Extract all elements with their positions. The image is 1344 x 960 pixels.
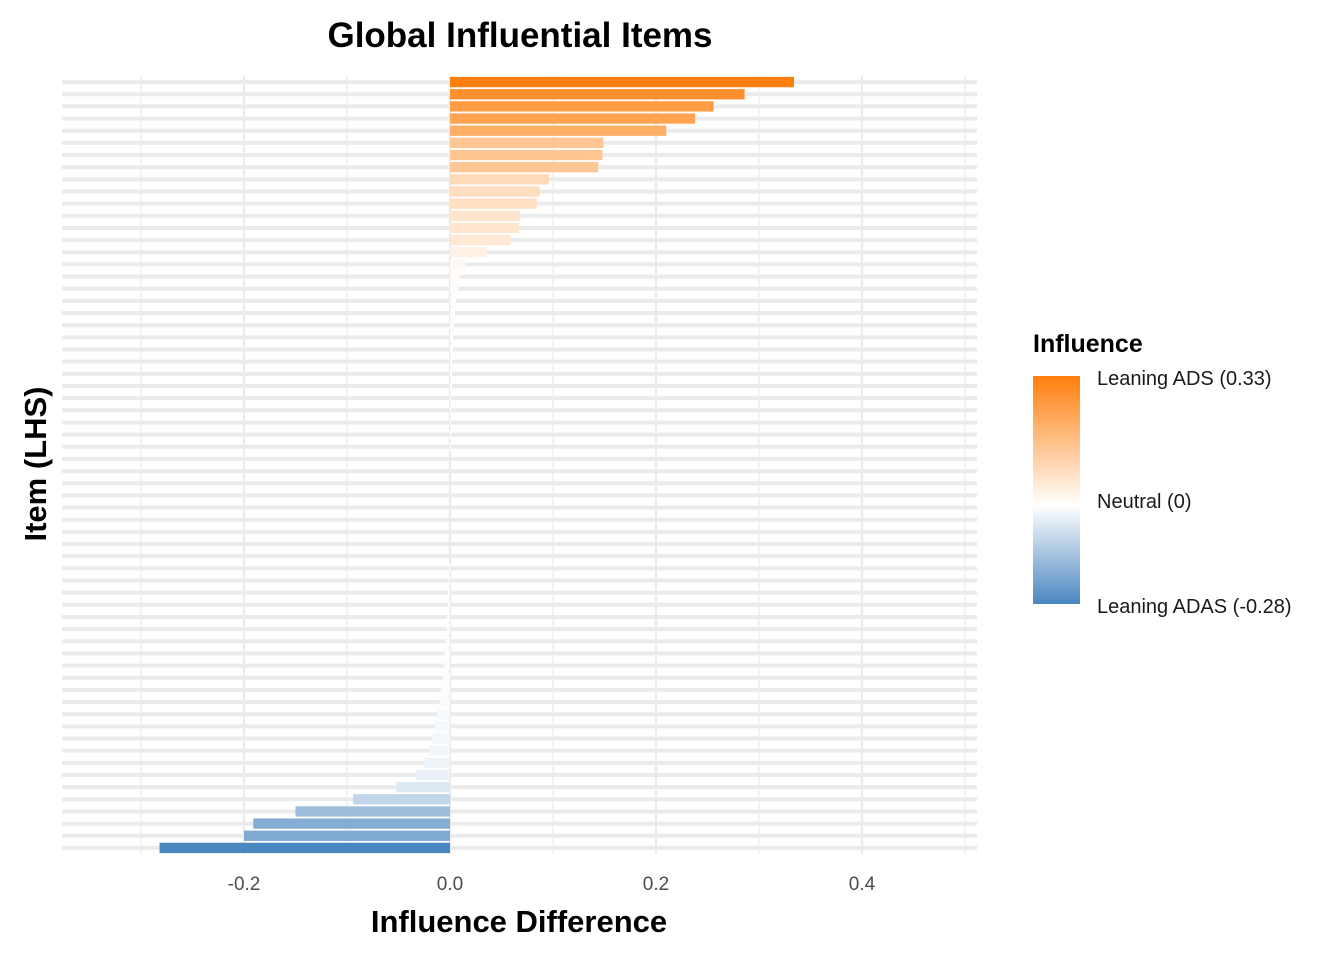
- bar: [439, 696, 450, 708]
- bar: [353, 794, 450, 805]
- legend-colorbar: [1033, 376, 1080, 604]
- bar: [450, 101, 714, 112]
- bar: [244, 830, 450, 841]
- bar: [450, 234, 511, 246]
- x-tick-label: 0.0: [437, 874, 463, 895]
- bar: [441, 684, 450, 696]
- chart-title: Global Influential Items: [327, 16, 712, 55]
- bar: [450, 198, 537, 209]
- bar: [447, 599, 450, 610]
- bar: [437, 709, 450, 720]
- bar: [450, 210, 521, 221]
- bar: [416, 769, 450, 781]
- bar: [450, 125, 667, 136]
- bar: [424, 757, 450, 768]
- bar: [450, 89, 745, 100]
- bar: [450, 76, 795, 88]
- bar: [450, 295, 457, 307]
- bar: [446, 623, 450, 635]
- bar: [450, 441, 452, 452]
- x-axis-ticks: -0.2 0.0 0.2 0.4: [228, 874, 876, 895]
- bar: [450, 307, 456, 319]
- bar: [295, 806, 450, 817]
- bars: [159, 76, 795, 854]
- bar: [442, 672, 450, 683]
- bar: [450, 247, 488, 258]
- bar: [429, 745, 450, 756]
- x-tick-label: 0.2: [643, 874, 669, 895]
- bar: [450, 271, 461, 282]
- bar: [450, 405, 452, 416]
- bar: [448, 575, 450, 586]
- bar: [450, 332, 454, 343]
- x-axis-title: Influence Difference: [371, 904, 667, 939]
- bar: [450, 356, 453, 367]
- bar: [443, 660, 450, 671]
- bar: [446, 611, 450, 623]
- bar: [447, 587, 450, 598]
- x-tick-label: -0.2: [228, 874, 261, 895]
- bar: [396, 781, 450, 793]
- bar: [450, 174, 549, 185]
- legend-label-neutral: Neutral (0): [1097, 491, 1191, 513]
- legend-label-low: Leaning ADAS (-0.28): [1097, 596, 1292, 618]
- bar: [450, 380, 453, 392]
- bar: [450, 320, 455, 331]
- legend: Influence Leaning ADS (0.33) Neutral (0)…: [1033, 330, 1292, 618]
- bar: [253, 818, 450, 829]
- x-tick-label: 0.4: [849, 874, 876, 895]
- bar: [450, 137, 604, 149]
- bar: [434, 721, 450, 732]
- bar: [450, 283, 459, 294]
- bar: [450, 222, 520, 234]
- bar: [450, 186, 540, 197]
- legend-title: Influence: [1033, 330, 1143, 358]
- bar: [450, 344, 454, 355]
- bar: [445, 636, 450, 647]
- bar: [450, 149, 603, 161]
- bar: [448, 563, 450, 574]
- bar: [431, 733, 450, 744]
- bar: [450, 392, 452, 404]
- bar: [450, 368, 453, 379]
- legend-label-high: Leaning ADS (0.33): [1097, 368, 1272, 390]
- bar: [450, 162, 599, 173]
- bar: [444, 648, 450, 659]
- bar: [450, 429, 452, 440]
- bar: [450, 417, 452, 428]
- y-axis-title: Item (LHS): [18, 387, 53, 542]
- bar: [159, 842, 451, 854]
- bar: [450, 259, 466, 270]
- bar: [450, 113, 696, 124]
